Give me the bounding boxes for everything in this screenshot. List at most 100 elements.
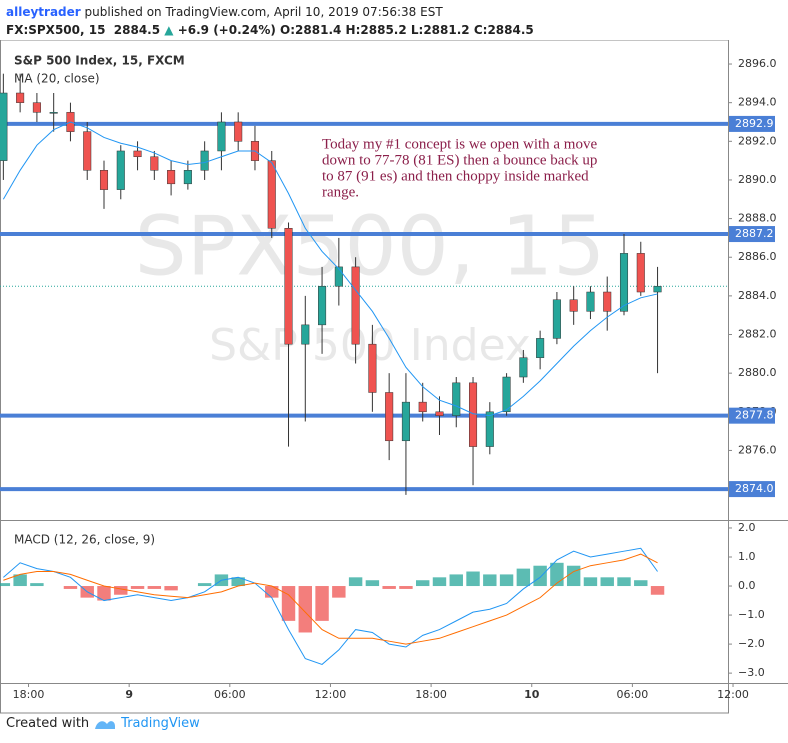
candle-body xyxy=(569,299,578,312)
x-tick-label: 18:00 xyxy=(415,688,447,701)
chart: SPX500, 15S&P 500 Index2876.02878.02880.… xyxy=(0,40,788,714)
annotation-line: to 87 (91 es) and then choppy inside mar… xyxy=(322,168,589,184)
candle-body xyxy=(619,253,629,312)
macd-histogram-bar xyxy=(281,586,296,621)
low: L:2881.2 xyxy=(410,23,470,37)
header: alleytrader published on TradingView.com… xyxy=(6,3,534,39)
macd-histogram-bar xyxy=(265,586,279,598)
macd-histogram-bar xyxy=(130,586,145,589)
macd-histogram-bar xyxy=(332,586,346,598)
macd-histogram-bar xyxy=(449,574,463,587)
ma-line xyxy=(2,121,658,417)
candle-body xyxy=(284,228,293,345)
published: published on TradingView.com, April 10, … xyxy=(84,5,443,19)
macd-histogram-bar xyxy=(348,577,363,587)
watermark: SPX500, 15 xyxy=(135,199,606,294)
candle-body xyxy=(653,285,662,293)
x-tick-label: 18:00 xyxy=(13,688,45,701)
candle-body xyxy=(16,92,25,103)
candle-body xyxy=(586,291,595,312)
open: O:2881.4 xyxy=(280,23,342,37)
candle-body xyxy=(267,160,276,229)
y-tick-label: 2886.0 xyxy=(738,250,777,263)
candle-body xyxy=(351,266,360,345)
macd-histogram-bar xyxy=(298,586,312,633)
change: +6.9 (+0.24%) xyxy=(177,23,276,37)
y-tick-label: −2.0 xyxy=(738,637,765,650)
annotation-line: Today my #1 concept is we open with a mo… xyxy=(322,136,597,152)
username[interactable]: alleytrader xyxy=(6,5,81,19)
ma-legend: MA (20, close) xyxy=(14,72,100,86)
candle-body xyxy=(83,131,92,171)
level-label-box xyxy=(729,226,775,243)
plot-frame xyxy=(0,40,729,714)
macd-histogram-bar xyxy=(516,568,531,587)
y-tick-label: 2892.0 xyxy=(738,134,777,147)
macd-histogram-bar xyxy=(13,574,27,587)
macd-histogram-bar xyxy=(634,580,648,587)
macd-histogram-bar xyxy=(0,583,11,587)
y-tick-label: 2.0 xyxy=(738,521,756,534)
candle-body xyxy=(519,357,528,378)
y-tick-label: 2876.0 xyxy=(738,443,777,456)
signal-line xyxy=(3,553,658,645)
y-tick-label: 2894.0 xyxy=(738,96,777,109)
candle-body xyxy=(536,338,545,358)
level-label: 2877.8 xyxy=(735,409,774,422)
candle-body xyxy=(0,92,8,161)
candle-body xyxy=(150,156,159,171)
macd-line xyxy=(3,547,658,665)
symbol: FX:SPX500, 15 xyxy=(6,23,106,37)
candle-body xyxy=(435,411,444,416)
candle-body xyxy=(452,382,461,416)
candle-body xyxy=(200,150,209,171)
level-label: 2892.9 xyxy=(735,117,774,130)
macd-histogram-bar xyxy=(650,586,665,595)
candle-body xyxy=(485,411,494,447)
candle-body xyxy=(418,401,427,413)
y-tick-label: 2880.0 xyxy=(738,366,777,379)
last: 2884.5 xyxy=(113,23,161,37)
candle-body xyxy=(32,102,41,113)
candle-body xyxy=(217,121,226,152)
x-tick-label: 10 xyxy=(524,688,540,701)
candle-body xyxy=(334,266,343,287)
macd-histogram-bar xyxy=(114,586,128,595)
candle-body xyxy=(401,401,410,442)
macd-histogram-bar xyxy=(399,586,413,589)
candle-body xyxy=(385,392,394,442)
candle-body xyxy=(167,170,176,185)
candle-body xyxy=(301,324,310,345)
macd-histogram-bar xyxy=(600,577,614,587)
candle-body xyxy=(636,253,645,293)
quote-line: FX:SPX500, 15 2884.5 ▲ +6.9 (+0.24%) O:2… xyxy=(6,21,534,39)
macd-histogram-bar xyxy=(30,583,44,587)
y-tick-label: 1.0 xyxy=(738,550,756,563)
macd-histogram-bar xyxy=(147,586,162,589)
macd-histogram-bar xyxy=(197,583,212,587)
candle-body xyxy=(183,170,192,185)
brand[interactable]: TradingView xyxy=(121,716,200,731)
level-label: 2887.2 xyxy=(735,227,774,240)
macd-histogram-bar xyxy=(164,586,178,591)
logo xyxy=(95,720,116,729)
macd-histogram-bar xyxy=(583,577,598,587)
high: H:2885.2 xyxy=(345,23,407,37)
macd-histogram-bar xyxy=(483,574,497,587)
close: C:2884.5 xyxy=(473,23,534,37)
macd-histogram-bar xyxy=(466,571,480,587)
candle-body xyxy=(552,299,561,339)
annotation-line: range. xyxy=(322,184,359,200)
candle-body xyxy=(603,291,612,312)
level-label-box xyxy=(729,481,775,498)
macd-legend: MACD (12, 26, close, 9) xyxy=(14,533,155,547)
x-tick-label: 06:00 xyxy=(214,688,246,701)
candle-body xyxy=(368,343,377,393)
y-tick-label: 2882.0 xyxy=(738,328,777,341)
x-tick-label: 06:00 xyxy=(617,688,649,701)
y-tick-label: 0.0 xyxy=(738,579,756,592)
header-line: alleytrader published on TradingView.com… xyxy=(6,3,534,21)
legend-title: S&P 500 Index, 15, FXCM xyxy=(14,54,185,68)
candle-body xyxy=(234,121,243,142)
